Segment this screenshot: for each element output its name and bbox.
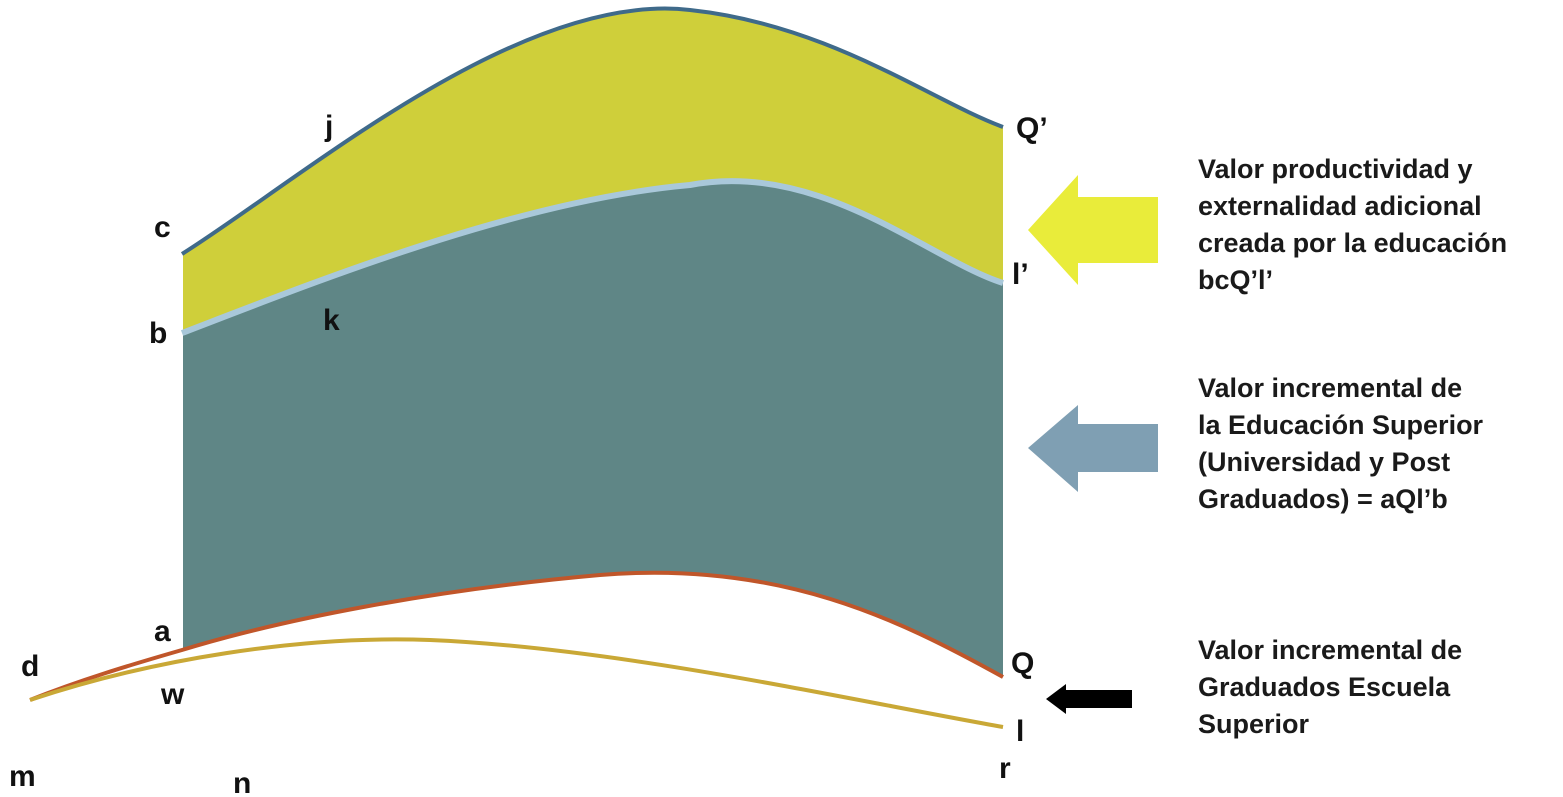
legend-high-school-line: Valor incremental de	[1198, 635, 1463, 665]
label-q-prime: Q’	[1016, 112, 1048, 145]
black-arrow-icon	[1046, 684, 1132, 714]
label-b: b	[149, 317, 167, 350]
separator-curve	[180, 178, 1004, 336]
higher-education-curve	[29, 570, 1004, 702]
label-d: d	[21, 650, 39, 683]
label-k: k	[323, 304, 340, 337]
productivity-band	[182, 8, 1003, 333]
higher-education-band	[182, 181, 1003, 677]
legend-productivity-line: creada por la educación	[1198, 228, 1508, 258]
legend-higher-education-line: la Educación Superior	[1198, 410, 1484, 440]
label-l: l	[1016, 715, 1024, 748]
legend-high-school-line: Graduados Escuela	[1198, 672, 1451, 702]
label-q: Q	[1011, 647, 1034, 680]
yellow-arrow-icon	[1028, 175, 1158, 285]
top-curve	[180, 6, 1004, 256]
legend-higher-education-text: Valor incremental de la Educación Superi…	[1198, 370, 1558, 518]
label-m: m	[9, 760, 36, 793]
label-r: r	[999, 752, 1011, 785]
legend-higher-education-line: (Universidad y Post	[1198, 447, 1451, 477]
legend-productivity-text: Valor productividad y externalidad adici…	[1198, 151, 1558, 299]
legend-productivity-line: Valor productividad y	[1198, 154, 1473, 184]
label-w: w	[160, 678, 185, 711]
label-a: a	[154, 615, 171, 648]
legend-high-school-text: Valor incremental de Graduados Escuela S…	[1198, 632, 1558, 743]
legend-high-school-line: Superior	[1198, 709, 1310, 739]
label-n: n	[233, 767, 251, 797]
label-j: j	[324, 110, 333, 143]
high-school-curve	[29, 637, 1004, 729]
legend-higher-education-line: Valor incremental de	[1198, 373, 1463, 403]
blue-arrow-icon	[1028, 405, 1158, 492]
label-l-prime: l’	[1012, 258, 1029, 291]
label-c: c	[154, 211, 171, 244]
legend-higher-education-line: Graduados) = aQl’b	[1198, 484, 1448, 514]
legend-productivity-line: bcQ’l’	[1198, 265, 1274, 295]
legend-productivity-line: externalidad adicional	[1198, 191, 1482, 221]
